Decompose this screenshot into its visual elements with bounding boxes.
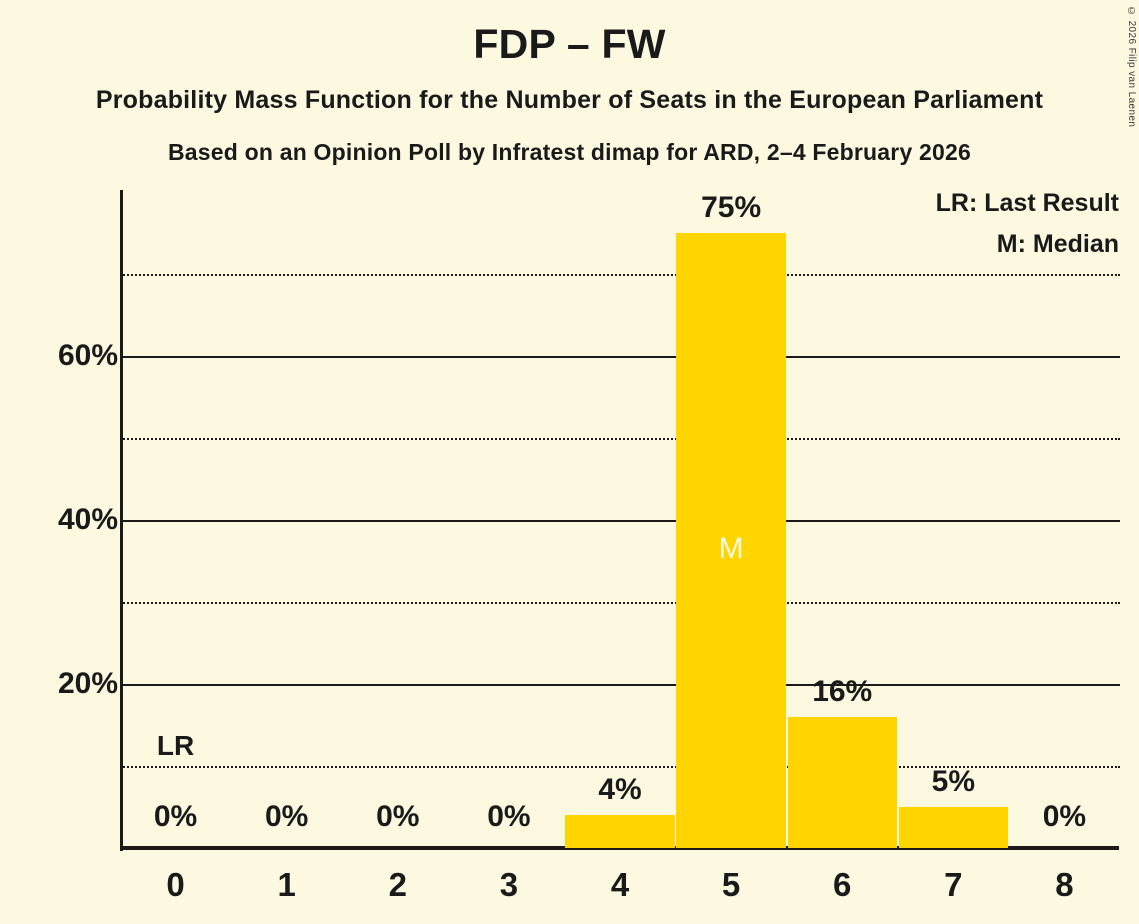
gridline-30 xyxy=(120,602,1120,604)
x-tick-label-2: 2 xyxy=(388,866,407,903)
gridline-70 xyxy=(120,274,1120,276)
legend-entry-median: M: Median xyxy=(996,230,1119,258)
bar-value-label-2: 0% xyxy=(376,800,420,833)
y-tick-label-20pct: 20% xyxy=(57,667,118,700)
x-tick-label-7: 7 xyxy=(944,866,963,903)
x-tick-label-1: 1 xyxy=(277,866,296,903)
gridline-20 xyxy=(120,684,1120,686)
x-tick-label-6: 6 xyxy=(833,866,852,903)
bar-seat-7[interactable] xyxy=(898,807,1009,848)
median-marker: M xyxy=(718,532,744,566)
legend-entry-last-result: LR: Last Result xyxy=(935,189,1119,217)
gridline-40 xyxy=(120,520,1120,522)
y-tick-label-60pct: 60% xyxy=(57,339,118,372)
bar-value-label-4: 4% xyxy=(598,773,642,807)
gridline-50 xyxy=(120,438,1120,440)
bar-seat-6[interactable] xyxy=(787,716,897,848)
copyright-notice: © 2026 Filip van Laenen xyxy=(1126,6,1137,128)
x-axis-line xyxy=(120,846,1119,850)
x-tick-label-0: 0 xyxy=(166,866,185,903)
chart-legend: LR: Last Result M: Median xyxy=(936,183,1119,265)
bar-value-label-6: 16% xyxy=(812,674,873,708)
x-tick-label-5: 5 xyxy=(721,866,741,903)
last-result-marker: LR xyxy=(156,730,195,761)
bar-value-label-8: 0% xyxy=(1042,800,1087,833)
x-tick-label-3: 3 xyxy=(499,866,519,903)
x-tick-label-8: 8 xyxy=(1055,866,1074,903)
gridline-10 xyxy=(120,766,1120,768)
y-tick-label-40pct: 40% xyxy=(57,503,118,536)
bar-value-label-5: 75% xyxy=(701,191,762,224)
bar-value-label-3: 0% xyxy=(487,800,531,833)
gridline-60 xyxy=(120,356,1120,358)
plot-area: 0% LR 0% 0% 0% 4% 75% M 16% 5% 0% xyxy=(120,190,1120,848)
bar-seat-5[interactable] xyxy=(676,233,786,848)
chart-subtitle: Probability Mass Function for the Number… xyxy=(95,86,1044,114)
chart-source-note: Based on an Opinion Poll by Infratest di… xyxy=(168,139,971,165)
chart-title: FDP – FW xyxy=(473,21,666,67)
x-tick-label-4: 4 xyxy=(610,866,630,903)
bar-value-label-7: 5% xyxy=(931,765,975,798)
bar-value-label-1: 0% xyxy=(264,800,309,833)
bar-value-label-0: 0% xyxy=(153,800,198,833)
bar-seat-4[interactable] xyxy=(565,815,675,848)
